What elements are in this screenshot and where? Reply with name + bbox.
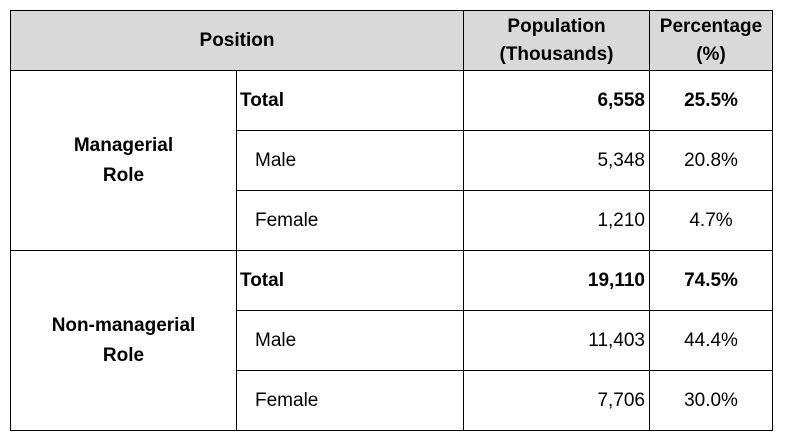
percentage-cell: 4.7% <box>649 190 773 251</box>
table-row: Male 5,348 20.8% <box>11 130 773 191</box>
group-cell: Managerial Role <box>10 70 237 251</box>
row-name: Female <box>236 190 464 251</box>
group-cell: Non-managerial Role <box>10 250 237 431</box>
header-cell: Percentage (%) <box>649 10 773 71</box>
data-table: Position Population (Thousands) Percentag… <box>10 10 773 431</box>
group-label: Non-managerial <box>51 314 196 336</box>
table-row: Managerial Role Total 6,558 25.5% <box>10 70 773 251</box>
row-name: Female <box>236 370 464 431</box>
header-text: Percentage <box>659 15 763 37</box>
percentage-cell: 20.8% <box>649 130 773 191</box>
row-name: Total <box>236 70 464 131</box>
table-header: Position Population (Thousands) Percentag… <box>10 10 773 71</box>
percentage-cell: 44.4% <box>649 310 773 371</box>
row-name: Male <box>236 130 464 191</box>
table-body: Managerial Role Total 6,558 25.5% Male 5,348 20… <box>10 70 773 431</box>
population-cell: 1,210 <box>463 190 650 251</box>
percentage-cell: 30.0% <box>649 370 773 431</box>
population-cell: 5,348 <box>463 130 650 191</box>
table-row: Male 11,403 44.4% <box>11 310 773 371</box>
header-cell: Population (Thousands) <box>463 10 650 71</box>
header-text: (Thousands) <box>499 43 614 65</box>
row-name: Total <box>236 250 464 311</box>
population-cell: 6,558 <box>463 70 650 131</box>
table-row: Female 1,210 4.7% <box>11 190 773 251</box>
percentage-cell: 25.5% <box>649 70 773 131</box>
population-cell: 11,403 <box>463 310 650 371</box>
group-label: Managerial <box>73 134 174 156</box>
table-row: Female 7,706 30.0% <box>11 370 773 431</box>
header-cell: Position <box>10 10 464 71</box>
header-row: Position Population (Thousands) Percentag… <box>10 10 773 71</box>
population-cell: 7,706 <box>463 370 650 431</box>
population-cell: 19,110 <box>463 250 650 311</box>
header-text: Population <box>507 15 606 37</box>
group-label: Role <box>102 164 145 186</box>
row-name: Male <box>236 310 464 371</box>
table-row: Non-managerial Role Total 19,110 74.5% <box>10 250 773 431</box>
header-text: (%) <box>696 43 726 65</box>
header-text: Position <box>199 29 275 51</box>
percentage-cell: 74.5% <box>649 250 773 311</box>
group-label: Role <box>102 344 145 366</box>
